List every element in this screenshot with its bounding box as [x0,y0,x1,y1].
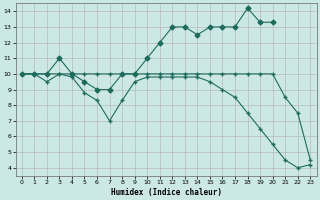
X-axis label: Humidex (Indice chaleur): Humidex (Indice chaleur) [110,188,221,197]
